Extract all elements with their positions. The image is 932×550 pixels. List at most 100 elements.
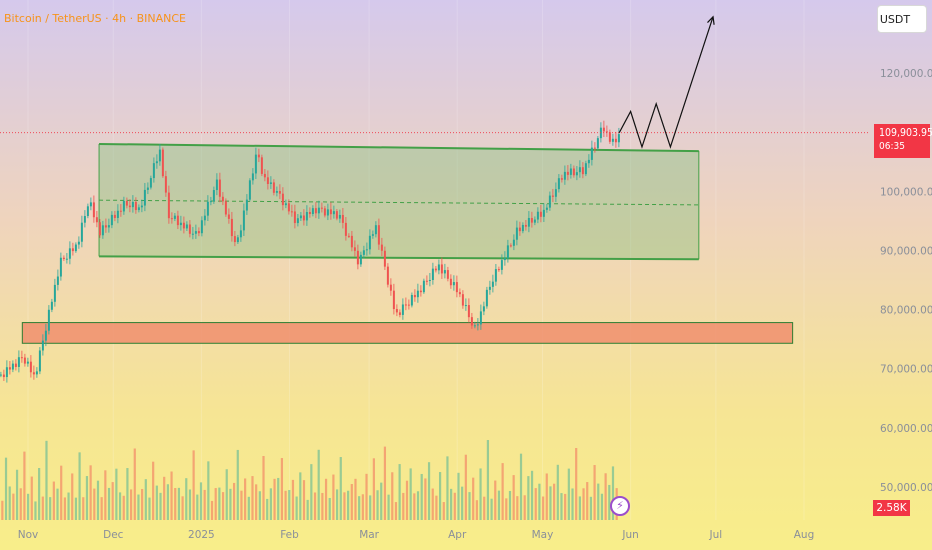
volume-bar — [240, 490, 243, 520]
volume-bar — [328, 497, 331, 520]
volume-bar — [122, 495, 125, 520]
volume-bar — [597, 483, 600, 520]
candle-body — [245, 199, 248, 211]
candle-body — [455, 282, 458, 293]
candle-body — [527, 217, 530, 227]
candle-body — [407, 304, 410, 306]
volume-bar — [527, 476, 530, 520]
candle-body — [560, 178, 563, 180]
candle-body — [500, 260, 503, 270]
price-tick-label: 60,000.00 — [880, 423, 932, 435]
candle-body — [131, 201, 134, 208]
candle-body — [341, 214, 344, 223]
candle-body — [347, 235, 350, 237]
volume-bar — [541, 496, 545, 520]
candle-body — [440, 264, 443, 274]
volume-bar — [391, 472, 394, 520]
volume-bar — [89, 465, 92, 520]
volume-bar — [486, 440, 490, 520]
volume-bar — [96, 480, 100, 520]
volume-bar — [56, 488, 59, 520]
price-channel — [98, 142, 700, 261]
channel-bottom-line — [99, 255, 699, 261]
channel-top-line — [99, 142, 699, 153]
volume-bar — [398, 464, 401, 520]
volume-bar — [567, 468, 570, 520]
candle-body — [290, 211, 293, 213]
volume-bar — [12, 493, 15, 520]
volume-bar — [15, 469, 19, 520]
candle-body — [584, 163, 587, 175]
volume-bar — [571, 488, 574, 520]
price-tick-label: 80,000.00 — [880, 305, 932, 317]
volume-bar — [100, 497, 103, 520]
candle-body — [551, 195, 554, 197]
volume-bar — [199, 482, 203, 520]
volume-bar — [413, 493, 416, 520]
volume-bar — [376, 490, 379, 520]
candle-body — [449, 278, 452, 286]
candle-body — [371, 234, 374, 236]
volume-bar — [600, 493, 604, 520]
symbol-title: Bitcoin / TetherUS · 4h · BINANCE — [4, 12, 186, 25]
volume-bar — [1, 500, 4, 520]
candle-body — [287, 203, 290, 212]
price-tick-label: 70,000.00 — [880, 364, 932, 376]
candle-body — [188, 224, 191, 234]
candle-body — [71, 248, 74, 252]
candle-body — [602, 127, 605, 132]
channel-fill — [99, 143, 699, 260]
volume-bar — [118, 492, 122, 520]
lightning-icon[interactable]: ⚡ — [610, 496, 630, 516]
volume-bar — [324, 478, 328, 520]
candle-body — [545, 207, 548, 210]
candle-body — [617, 134, 620, 143]
candle-body — [386, 266, 389, 285]
candle-body — [8, 367, 11, 370]
candle-body — [0, 374, 2, 376]
candle-body — [398, 312, 401, 315]
candle-body — [509, 245, 512, 247]
candle-body — [185, 224, 188, 229]
candle-body — [494, 269, 497, 282]
candle-body — [95, 217, 98, 223]
currency-button[interactable]: USDT — [877, 5, 927, 33]
volume-bar — [181, 496, 184, 520]
candle-body — [338, 214, 341, 219]
volume-bar — [60, 465, 63, 520]
candle-body — [326, 209, 329, 216]
candle-body — [539, 211, 542, 217]
volume-bar — [343, 492, 346, 520]
candle-body — [110, 214, 113, 226]
candle-body — [176, 215, 179, 226]
candle-body — [239, 230, 242, 238]
volume-bar — [530, 470, 534, 520]
candle-body — [605, 131, 608, 133]
volume-bar — [578, 496, 581, 520]
time-tick-label: Aug — [794, 529, 815, 541]
volume-bar — [317, 449, 320, 520]
volume-bar — [192, 450, 195, 520]
time-tick-label: May — [532, 529, 554, 541]
time-axis: Nov Dec 2025 Feb Mar Apr May Jun Jul Aug — [18, 529, 815, 541]
candle-body — [566, 171, 569, 175]
volume-bar — [177, 487, 181, 520]
volume-bar — [185, 478, 188, 520]
candle-body — [608, 132, 611, 142]
candle-body — [152, 163, 155, 179]
volume-bar — [203, 489, 206, 520]
candle-body — [11, 363, 14, 370]
volume-bar — [41, 496, 44, 520]
price-tick-label: 100,000.00 — [880, 186, 932, 198]
volume-bar — [512, 475, 515, 520]
vertical-gridlines — [27, 0, 805, 520]
volume-bar — [295, 496, 298, 520]
time-tick-label: Jul — [709, 529, 723, 541]
volume-bar — [26, 493, 30, 520]
candle-body — [272, 182, 275, 193]
volume-bar — [468, 492, 471, 520]
candle-body — [104, 225, 107, 228]
candle-body — [137, 207, 140, 211]
volume-bar — [38, 468, 41, 520]
